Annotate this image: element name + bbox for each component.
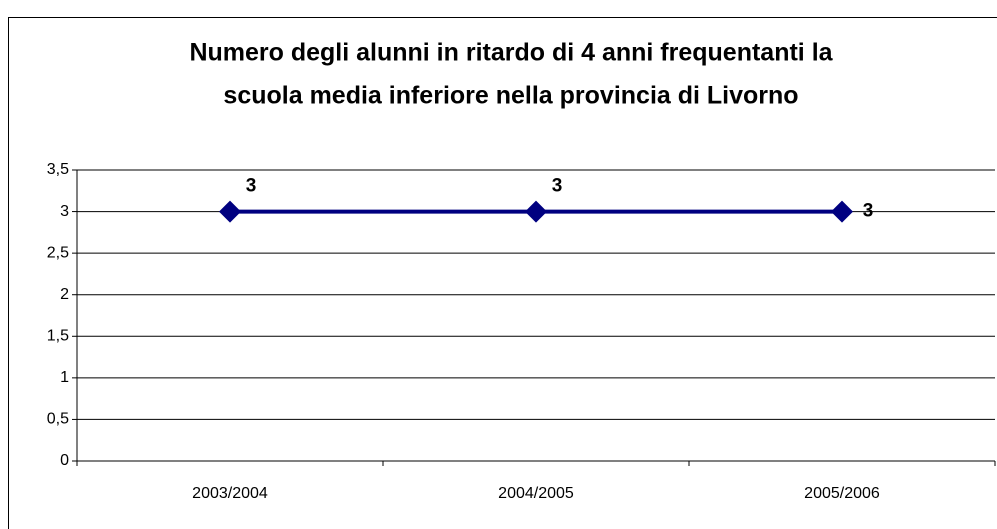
y-tick-label: 1,5 — [47, 328, 69, 345]
chart-title-line: Numero degli alunni in ritardo di 4 anni… — [189, 39, 833, 67]
x-tick-label: 2003/2004 — [192, 485, 268, 502]
chart-border — [8, 17, 997, 529]
marker — [219, 200, 241, 223]
y-tick-label: 0,5 — [47, 411, 69, 428]
data-label: 3 — [246, 176, 257, 197]
marker — [525, 200, 547, 223]
y-tick-label: 3 — [60, 203, 69, 220]
marker — [831, 200, 853, 223]
y-tick-label: 0 — [60, 452, 69, 469]
y-tick-label: 2 — [60, 286, 69, 303]
data-label: 3 — [552, 176, 563, 197]
x-tick-label: 2005/2006 — [804, 485, 880, 502]
chart-title-line: scuola media inferiore nella provincia d… — [223, 82, 798, 110]
y-tick-label: 1 — [60, 369, 69, 386]
x-tick-label: 2004/2005 — [498, 485, 574, 502]
data-label: 3 — [863, 201, 874, 222]
y-tick-label: 3,5 — [47, 161, 69, 178]
y-tick-label: 2,5 — [47, 244, 69, 261]
